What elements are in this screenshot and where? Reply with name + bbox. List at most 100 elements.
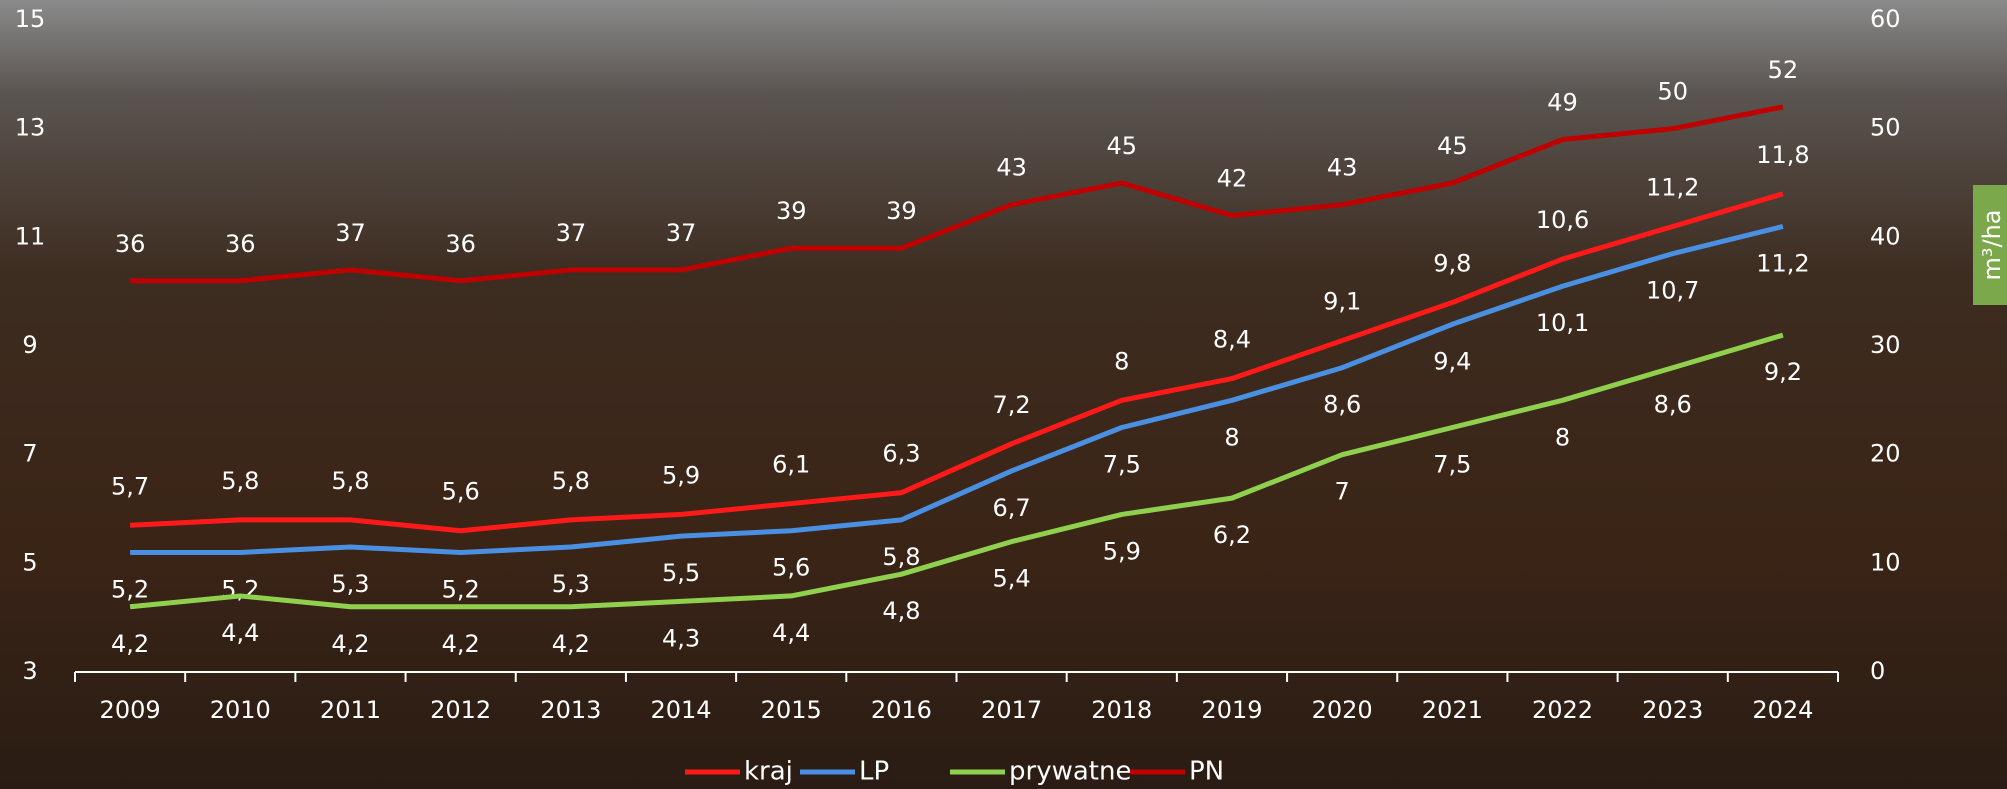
y2-tick-label: 30 <box>1870 331 1901 359</box>
data-label: 50 <box>1657 78 1688 106</box>
y2-axis-label: m³/ha <box>1978 209 2006 280</box>
y-tick-label: 11 <box>15 222 46 250</box>
data-label: 36 <box>445 230 476 258</box>
data-label: 6,2 <box>1213 521 1251 549</box>
data-label: 9,8 <box>1433 250 1471 278</box>
x-tick-label: 2014 <box>650 696 711 724</box>
data-label: 5,8 <box>552 467 590 495</box>
data-label: 8,6 <box>1654 391 1692 419</box>
data-label: 7,5 <box>1103 451 1141 479</box>
y-tick-label: 13 <box>15 114 46 142</box>
data-label: 8 <box>1555 423 1570 451</box>
data-label: 5,9 <box>662 461 700 489</box>
data-label: 5,2 <box>442 575 480 603</box>
data-label: 10,6 <box>1536 206 1589 234</box>
x-tick-label: 2016 <box>871 696 932 724</box>
legend-label: PN <box>1189 757 1224 787</box>
x-tick-label: 2020 <box>1312 696 1373 724</box>
legend-label: prywatne <box>1009 757 1131 787</box>
data-label: 43 <box>996 154 1027 182</box>
x-tick-label: 2015 <box>761 696 822 724</box>
data-label: 5,7 <box>111 472 149 500</box>
data-label: 7,5 <box>1433 451 1471 479</box>
data-label: 5,8 <box>221 467 259 495</box>
y2-tick-label: 20 <box>1870 440 1901 468</box>
x-tick-label: 2022 <box>1532 696 1593 724</box>
data-label: 36 <box>225 230 256 258</box>
x-tick-label: 2012 <box>430 696 491 724</box>
data-label: 45 <box>1107 132 1138 160</box>
y2-tick-label: 0 <box>1870 657 1885 685</box>
data-label: 8 <box>1224 423 1239 451</box>
chart: m³/ha 3 5 7 9 11 13 15 0 10 20 30 40 50 60 2009 2010 201… <box>0 0 2007 789</box>
data-label: 5,6 <box>442 478 480 506</box>
data-label: 7 <box>1335 478 1350 506</box>
data-label: 5,6 <box>772 554 810 582</box>
x-tick-label: 2013 <box>540 696 601 724</box>
data-label: 4,4 <box>221 619 259 647</box>
data-label: 8,4 <box>1213 326 1251 354</box>
data-label: 6,1 <box>772 451 810 479</box>
data-label: 37 <box>556 219 587 247</box>
legend-label: kraj <box>744 757 793 787</box>
data-label: 6,7 <box>993 494 1031 522</box>
y-tick-label: 3 <box>22 657 37 685</box>
data-label: 37 <box>335 219 366 247</box>
data-label: 6,3 <box>882 440 920 468</box>
data-label: 8 <box>1114 347 1129 375</box>
data-label: 36 <box>115 230 146 258</box>
x-tick-label: 2019 <box>1201 696 1262 724</box>
data-label: 5,3 <box>331 570 369 598</box>
data-label: 5,9 <box>1103 537 1141 565</box>
x-tick-label: 2024 <box>1752 696 1813 724</box>
legend-label: LP <box>859 757 889 787</box>
data-label: 45 <box>1437 132 1468 160</box>
y2-tick-label: 60 <box>1870 5 1901 33</box>
data-label: 11,2 <box>1756 249 1809 277</box>
data-label: 5,2 <box>111 575 149 603</box>
data-label: 4,2 <box>442 630 480 658</box>
data-label: 4,2 <box>552 630 590 658</box>
data-label: 43 <box>1327 154 1358 182</box>
x-tick-label: 2009 <box>100 696 161 724</box>
data-label: 8,6 <box>1323 391 1361 419</box>
data-label: 5,4 <box>993 565 1031 593</box>
x-tick-label: 2021 <box>1422 696 1483 724</box>
data-label: 4,2 <box>111 630 149 658</box>
data-label: 9,1 <box>1323 288 1361 316</box>
y2-tick-label: 40 <box>1870 222 1901 250</box>
data-label: 11,2 <box>1646 173 1699 201</box>
x-tick-label: 2023 <box>1642 696 1703 724</box>
x-tick-label: 2018 <box>1091 696 1152 724</box>
y2-tick-label: 50 <box>1870 114 1901 142</box>
x-tick-label: 2011 <box>320 696 381 724</box>
data-label: 42 <box>1217 165 1248 193</box>
data-label: 37 <box>666 219 697 247</box>
data-label: 4,2 <box>331 630 369 658</box>
x-tick-label: 2010 <box>210 696 271 724</box>
y-tick-label: 5 <box>22 548 37 576</box>
data-label: 4,8 <box>882 597 920 625</box>
data-label: 9,4 <box>1433 347 1471 375</box>
data-label: 39 <box>886 197 917 225</box>
data-label: 52 <box>1768 56 1799 84</box>
data-label: 4,4 <box>772 619 810 647</box>
data-label: 11,8 <box>1756 141 1809 169</box>
data-label: 10,7 <box>1646 277 1699 305</box>
data-label: 49 <box>1547 89 1578 117</box>
y-tick-label: 9 <box>22 331 37 359</box>
y-tick-label: 7 <box>22 440 37 468</box>
data-label: 9,2 <box>1764 358 1802 386</box>
data-label: 4,3 <box>662 624 700 652</box>
y-tick-label: 15 <box>15 5 46 33</box>
y2-tick-label: 10 <box>1870 548 1901 576</box>
data-label: 10,1 <box>1536 309 1589 337</box>
data-label: 7,2 <box>993 391 1031 419</box>
x-tick-label: 2017 <box>981 696 1042 724</box>
page: m³/ha 3 5 7 9 11 13 15 0 10 20 30 40 50 60 2009 2010 201… <box>0 0 2007 789</box>
data-label: 5,3 <box>552 570 590 598</box>
data-label: 5,8 <box>882 543 920 571</box>
data-label: 5,8 <box>331 467 369 495</box>
data-label: 39 <box>776 197 807 225</box>
data-label: 5,5 <box>662 559 700 587</box>
